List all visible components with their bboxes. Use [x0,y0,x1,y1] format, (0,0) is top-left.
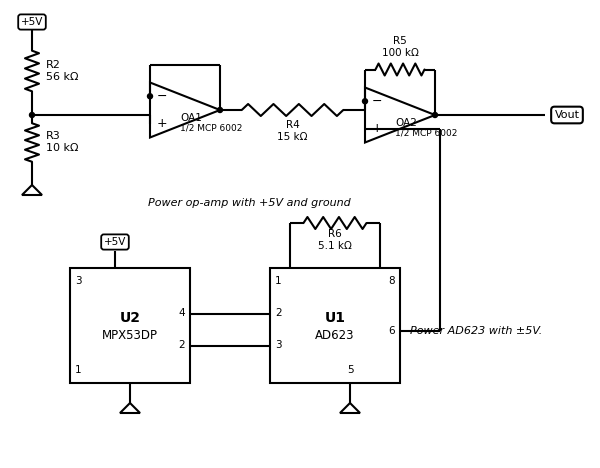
Circle shape [433,112,437,117]
Text: Vout: Vout [554,110,580,120]
Text: MPX53DP: MPX53DP [102,329,158,342]
Text: +5V: +5V [21,17,43,27]
Text: 3: 3 [75,276,82,286]
Circle shape [362,99,367,104]
Text: AD623: AD623 [315,329,355,342]
Text: Power AD623 with ±5V.: Power AD623 with ±5V. [410,326,542,336]
Text: −: − [372,95,383,108]
Bar [70,268,190,383]
Text: Power op-amp with +5V and ground: Power op-amp with +5V and ground [148,198,351,208]
Circle shape [218,108,223,112]
Text: OA1: OA1 [180,113,202,123]
Text: 1/2 MCP 6002: 1/2 MCP 6002 [180,124,242,132]
Text: 1: 1 [75,365,82,375]
Text: 1: 1 [275,276,281,286]
Text: R4
15 kΩ: R4 15 kΩ [277,120,308,142]
Text: U2: U2 [119,310,140,324]
Text: R3
10 kΩ: R3 10 kΩ [46,131,79,153]
Bar [270,268,400,383]
Text: +5V: +5V [104,237,126,247]
Text: R5
100 kΩ: R5 100 kΩ [382,36,418,58]
Text: +: + [157,117,167,130]
Text: −: − [157,90,167,103]
Text: 6: 6 [388,326,395,336]
Text: 8: 8 [388,276,395,286]
Text: 2: 2 [178,341,185,351]
Text: 5: 5 [347,365,353,375]
Text: 2: 2 [275,308,281,319]
Text: R6
5.1 kΩ: R6 5.1 kΩ [318,229,352,250]
Text: 1/2 MCP 6002: 1/2 MCP 6002 [395,129,457,138]
Circle shape [148,94,152,99]
Text: +: + [372,122,383,135]
Circle shape [29,112,35,117]
Text: 3: 3 [275,341,281,351]
Text: OA2: OA2 [395,118,417,128]
Text: U1: U1 [325,310,346,324]
Text: 4: 4 [178,308,185,319]
Text: R2
56 kΩ: R2 56 kΩ [46,60,79,82]
